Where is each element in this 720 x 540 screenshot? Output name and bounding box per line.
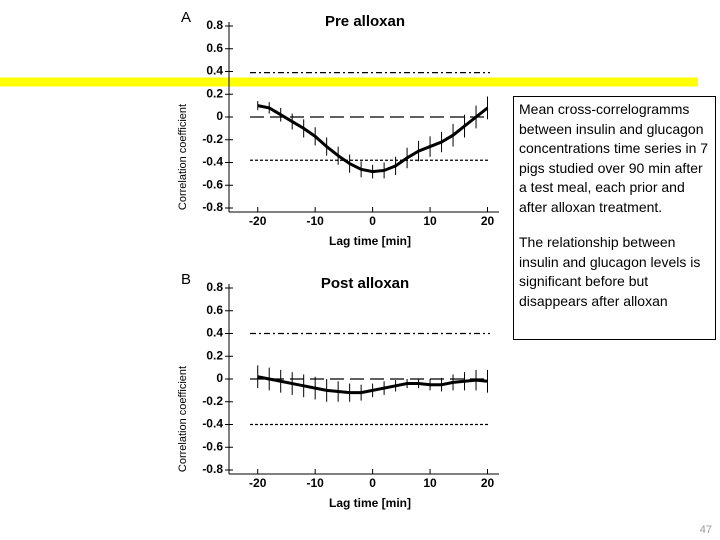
x-tick-label: 0 — [369, 214, 376, 228]
y-tick-label: 0.2 — [206, 348, 223, 362]
y-tick-label: 0 — [216, 109, 223, 123]
mean-line — [257, 104, 489, 174]
x-tick-label: 10 — [423, 214, 437, 228]
note-text: The relationship between insulin and glu… — [519, 234, 701, 309]
y-tick-label: -0.6 — [202, 439, 223, 453]
x-tick-label: -20 — [249, 214, 267, 228]
y-tick-label: 0.4 — [206, 326, 223, 340]
y-tick-label: 0 — [216, 371, 223, 385]
x-tick-label: 0 — [369, 476, 376, 490]
panel-label: B — [181, 271, 191, 288]
y-tick-label: 0.6 — [206, 41, 223, 55]
y-tick-label: -0.8 — [202, 200, 223, 214]
y-tick-label: -0.2 — [202, 394, 223, 408]
x-tick-label: 20 — [481, 476, 495, 490]
note-box: Mean cross-correlogramms between insulin… — [513, 96, 716, 340]
y-tick-label: 0.8 — [206, 280, 223, 294]
chart-title: Pre alloxan — [325, 13, 405, 30]
note-text: Mean cross-correlogramms between insulin… — [519, 101, 709, 215]
y-tick-label: 0.8 — [206, 18, 223, 32]
x-tick-label: 20 — [481, 214, 495, 228]
y-tick-label: -0.2 — [202, 132, 223, 146]
y-tick-label: -0.4 — [202, 155, 223, 169]
page-number: 47 — [699, 524, 712, 536]
panel-label: A — [181, 9, 191, 26]
x-tick-label: -20 — [249, 476, 267, 490]
y-axis-label: Correlation coefficient — [177, 104, 189, 210]
y-tick-label: -0.6 — [202, 177, 223, 191]
y-tick-label: 0.2 — [206, 86, 223, 100]
y-tick-label: -0.8 — [202, 462, 223, 476]
x-tick-label: -10 — [306, 476, 324, 490]
x-axis-label: Lag time [min] — [329, 496, 411, 510]
y-tick-label: -0.4 — [202, 417, 223, 431]
y-tick-label: 0.6 — [206, 303, 223, 317]
mean-line — [257, 375, 488, 395]
x-axis-label: Lag time [min] — [329, 234, 411, 248]
y-tick-label: 0.4 — [206, 64, 223, 78]
x-tick-label: 10 — [423, 476, 437, 490]
y-axis-label: Correlation coefficient — [177, 366, 189, 472]
x-tick-label: -10 — [306, 214, 324, 228]
chart-title: Post alloxan — [321, 275, 409, 292]
